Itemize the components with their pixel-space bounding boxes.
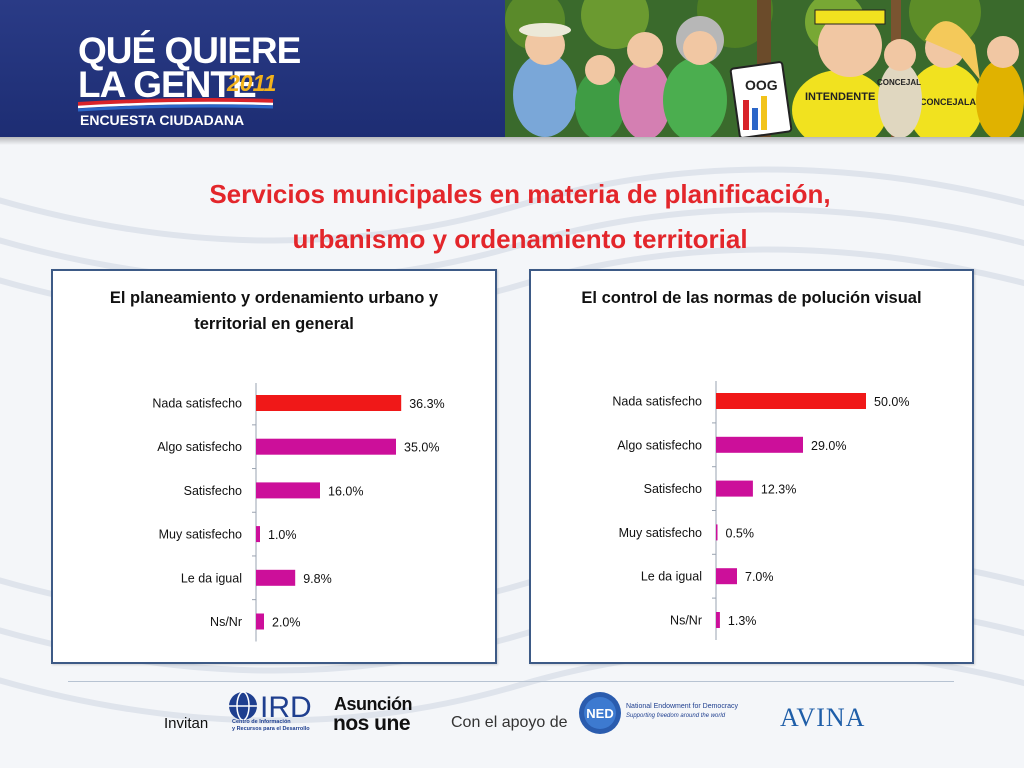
category-label: Le da igual xyxy=(641,570,702,584)
category-label: Nada satisfecho xyxy=(152,397,242,411)
data-label: 50.0% xyxy=(874,395,909,409)
ned-logo: NED xyxy=(579,692,621,734)
flag-stripes-icon xyxy=(78,98,274,112)
brand-title-line1: QUÉ QUIERE xyxy=(78,30,301,71)
bar-muy-satisfecho xyxy=(256,526,260,543)
bar-algo-satisfecho xyxy=(716,436,803,453)
sign-oog: OOG xyxy=(745,77,778,93)
category-label: Nada satisfecho xyxy=(612,395,702,409)
sign-concejal: CONCEJAL xyxy=(877,78,921,87)
data-label: 35.0% xyxy=(404,441,439,455)
ird-name: IRD xyxy=(260,691,312,724)
category-label: Ns/Nr xyxy=(210,615,242,629)
asuncion-logo-line1: Asunción xyxy=(334,694,413,714)
sign-intendente: INTENDENTE xyxy=(805,91,875,103)
chart-title-left-line1: El planeamiento y ordenamiento urbano y xyxy=(109,289,439,307)
asuncion-logo-line2: nos une xyxy=(333,712,411,735)
chart-title-left: El planeamiento y ordenamiento urbano y … xyxy=(59,285,489,337)
bar-le-da-igual xyxy=(256,569,296,586)
data-label: 2.0% xyxy=(272,616,301,630)
sign-concejala: CONCEJALA xyxy=(920,97,977,107)
bar-satisfecho xyxy=(256,482,320,499)
data-label: 12.3% xyxy=(761,483,796,497)
category-label: Muy satisfecho xyxy=(619,526,702,540)
avina-logo: AVINA xyxy=(780,703,866,732)
ned-name: National Endowment for Democracy xyxy=(626,703,739,710)
ned-tagline: Supporting freedom around the world xyxy=(626,713,726,719)
bar-nada-satisfecho xyxy=(716,393,866,409)
brand-year: 2011 xyxy=(227,70,277,96)
data-label: 36.3% xyxy=(409,397,444,411)
bar-nada-satisfecho xyxy=(256,395,402,411)
category-label: Satisfecho xyxy=(644,482,702,496)
category-label: Muy satisfecho xyxy=(159,528,242,542)
slide-title-line2: urbanismo y ordenamiento territorial xyxy=(292,224,748,254)
bar-satisfecho xyxy=(716,480,753,497)
bar-ns-nr xyxy=(716,612,720,628)
data-label: 29.0% xyxy=(811,439,846,453)
chart-panel-right: El control de las normas de polución vis… xyxy=(529,269,974,664)
footer-divider xyxy=(68,681,954,682)
category-label: Ns/Nr xyxy=(670,614,702,628)
chart-panel-left: El planeamiento y ordenamiento urbano y … xyxy=(51,269,497,664)
chart-title-right: El control de las normas de polución vis… xyxy=(537,285,966,311)
category-label: Algo satisfecho xyxy=(157,440,242,454)
ird-subtitle: Centro de Información y Recursos para el… xyxy=(232,719,310,732)
apoyo-label: Con el apoyo de xyxy=(451,714,568,731)
brand-subtitle: ENCUESTA CIUDADANA xyxy=(80,112,245,128)
data-label: 1.0% xyxy=(268,528,297,542)
category-label: Le da igual xyxy=(181,571,242,585)
chart-title-right-line1: El control de las normas de polución vis… xyxy=(581,289,922,307)
header-shadow xyxy=(0,137,1024,145)
data-label: 16.0% xyxy=(328,484,363,498)
chart-title-left-line2: territorial en general xyxy=(194,315,354,333)
data-label: 1.3% xyxy=(728,614,757,628)
data-label: 0.5% xyxy=(726,526,755,540)
bar-chart-left: Nada satisfecho 36.3% Algo satisfecho 35.0%… xyxy=(152,383,445,642)
slide-title: Servicios municipales en materia de plan… xyxy=(140,172,900,262)
data-label: 7.0% xyxy=(745,570,774,584)
data-label: 9.8% xyxy=(303,572,332,586)
ird-logo: IRD xyxy=(229,691,312,724)
bar-le-da-igual xyxy=(716,568,737,585)
ned-abbr: NED xyxy=(586,706,613,721)
bar-ns-nr xyxy=(256,613,264,630)
brand-title-line2: LA GENTE xyxy=(78,64,257,105)
header-banner: QUÉ QUIERE LA GENTE 2011 ENCUESTA CIUDAD… xyxy=(0,0,1024,137)
bar-algo-satisfecho xyxy=(256,438,396,455)
category-label: Algo satisfecho xyxy=(617,438,702,452)
invitan-label: Invitan xyxy=(164,715,209,732)
crowd-illustration: OOG INTENDENTE CONCEJALA CONCEJAL xyxy=(505,0,1024,137)
slide-title-line1: Servicios municipales en materia de plan… xyxy=(209,179,831,209)
bar-chart-right: Nada satisfecho 50.0% Algo satisfecho 29.0%… xyxy=(612,381,909,640)
bar-muy-satisfecho xyxy=(716,524,718,541)
category-label: Satisfecho xyxy=(184,484,242,498)
